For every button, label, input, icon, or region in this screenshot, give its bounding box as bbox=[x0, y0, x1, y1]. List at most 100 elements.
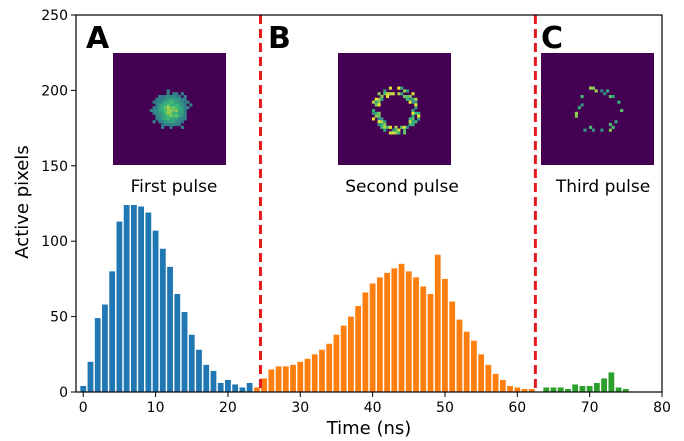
inset-image-second-pulse-pixel bbox=[388, 125, 392, 129]
inset-image-second-pulse bbox=[338, 53, 451, 165]
bar-series2-34 bbox=[499, 379, 506, 392]
y-tick-label-1: 50 bbox=[50, 310, 68, 326]
inset-image-first-pulse-pixel bbox=[166, 117, 170, 121]
inset-image-first-pulse-pixel bbox=[172, 117, 176, 121]
inset-image-first-pulse-pixel bbox=[177, 97, 182, 101]
inset-image-first-pulse-pixel bbox=[172, 97, 176, 101]
bar-series1-16 bbox=[196, 349, 202, 392]
inset-image-second-pulse-pixel bbox=[414, 106, 418, 110]
inset-image-first-pulse-pixel bbox=[169, 125, 173, 129]
inset-image-first-pulse-pixel bbox=[166, 106, 170, 110]
bar-series2-25 bbox=[434, 254, 441, 392]
inset-image-first-pulse-pixel bbox=[166, 97, 170, 101]
x-tick-label-1: 10 bbox=[147, 400, 165, 416]
inset-image-first-pulse-pixel bbox=[172, 114, 176, 118]
inset-image-second-pulse-pixel bbox=[377, 92, 381, 96]
inset-image-first-pulse-pixel bbox=[177, 106, 182, 110]
inset-image-first-pulse-pixel bbox=[161, 114, 165, 118]
bar-series2-20 bbox=[398, 263, 405, 392]
inset-image-first-pulse-pixel bbox=[169, 95, 173, 99]
inset-image-first-pulse-pixel bbox=[161, 95, 165, 99]
bar-series2-7 bbox=[304, 358, 311, 392]
inset-image-second-pulse-pixel bbox=[383, 92, 387, 96]
inset-image-first-pulse-pixel bbox=[175, 95, 179, 99]
bar-series2-5 bbox=[290, 364, 296, 392]
inset-image-first-pulse-pixel bbox=[177, 95, 182, 99]
bar-series2-18 bbox=[384, 272, 390, 392]
bar-series2-11 bbox=[333, 334, 340, 392]
panel-a-label: A bbox=[86, 21, 110, 56]
inset-image-third-pulse-pixel bbox=[580, 103, 584, 107]
inset-image-first-pulse-pixel bbox=[152, 109, 156, 113]
bar-series2-27 bbox=[449, 301, 456, 392]
bar-series2-3 bbox=[275, 366, 282, 392]
inset-image-third-pulse-pixel bbox=[589, 125, 593, 129]
inset-image-first-pulse-pixel bbox=[183, 100, 187, 104]
bar-series3-4 bbox=[572, 384, 579, 392]
x-tick-label-5: 50 bbox=[436, 400, 454, 416]
inset-image-first-pulse-pixel bbox=[161, 120, 165, 124]
inset-image-first-pulse-pixel bbox=[163, 106, 167, 110]
inset-image-first-pulse-pixel bbox=[155, 111, 159, 115]
bar-series1-10 bbox=[152, 230, 159, 392]
inset-image-first-pulse-pixel bbox=[163, 97, 167, 101]
inset-image-third-pulse-pixel bbox=[614, 120, 618, 124]
bar-series3-9 bbox=[608, 372, 615, 392]
inset-image-first-pulse-pixel bbox=[169, 120, 173, 124]
inset-image-second-pulse-pixel bbox=[383, 128, 387, 132]
bar-series1-2 bbox=[94, 318, 101, 392]
inset-image-second-pulse-pixel bbox=[380, 123, 384, 127]
inset-image-second-pulse-pixel bbox=[374, 97, 378, 101]
inset-image-first-pulse-pixel bbox=[169, 117, 173, 121]
inset-caption-third-pulse: Third pulse bbox=[555, 177, 650, 197]
inset-image-third-pulse-pixel bbox=[580, 95, 584, 99]
inset-image-second-pulse-pixel bbox=[388, 131, 392, 135]
inset-image-second-pulse-pixel bbox=[377, 114, 381, 118]
y-tick-label-2: 100 bbox=[41, 234, 68, 250]
inset-image-second-pulse-pixel bbox=[394, 131, 398, 135]
bar-series3-5 bbox=[579, 385, 586, 392]
inset-image-second-pulse-pixel bbox=[402, 95, 407, 99]
inset-image-first-pulse-pixel bbox=[183, 117, 187, 121]
bar-series2-21 bbox=[405, 271, 412, 392]
inset-image-first-pulse-pixel bbox=[177, 103, 182, 107]
inset-image-first-pulse-pixel bbox=[158, 103, 162, 107]
bar-series2-19 bbox=[391, 268, 398, 392]
bar-series2-10 bbox=[326, 343, 333, 392]
inset-image-second-pulse-pixel bbox=[383, 89, 387, 93]
inset-image-second-pulse-pixel bbox=[408, 117, 412, 121]
inset-image-first-pulse-pixel bbox=[166, 123, 170, 127]
svg-text:B: B bbox=[268, 21, 291, 56]
inset-image-second-pulse-pixel bbox=[383, 120, 387, 124]
inset-image-second-pulse-pixel bbox=[391, 128, 395, 132]
inset-image-second-pulse-pixel bbox=[386, 95, 390, 99]
inset-image-first-pulse-pixel bbox=[163, 103, 167, 107]
inset-image-second-pulse-pixel bbox=[380, 95, 384, 99]
bar-series3-2 bbox=[557, 387, 564, 392]
inset-image-second-pulse-pixel bbox=[374, 100, 378, 104]
inset-image-first-pulse-pixel bbox=[158, 117, 162, 121]
inset-image-second-pulse-pixel bbox=[377, 97, 381, 101]
inset-image-first-pulse-pixel bbox=[177, 109, 182, 113]
bar-series2-1 bbox=[261, 378, 267, 392]
inset-image-second-pulse-pixel bbox=[411, 109, 415, 113]
inset-image-first-pulse-pixel bbox=[180, 103, 184, 107]
inset-image-second-pulse-pixel bbox=[417, 117, 421, 121]
inset-image-first-pulse-pixel bbox=[163, 109, 167, 113]
bar-series3-10 bbox=[615, 387, 622, 392]
inset-image-second-pulse-pixel bbox=[371, 100, 376, 104]
inset-caption-first-pulse: First pulse bbox=[131, 177, 218, 197]
inset-image-second-pulse-pixel bbox=[400, 125, 404, 129]
inset-image-first-pulse-pixel bbox=[158, 109, 162, 113]
bar-series2-28 bbox=[456, 319, 463, 392]
inset-image-first-pulse-pixel bbox=[155, 103, 159, 107]
inset-image-first-pulse-pixel bbox=[180, 100, 184, 104]
bar-series3-1 bbox=[550, 387, 557, 392]
inset-image-first-pulse-pixel bbox=[175, 123, 179, 127]
svg-text:C: C bbox=[541, 21, 563, 56]
inset-image-first-pulse-pixel bbox=[161, 117, 165, 121]
inset-image-second-pulse-pixel bbox=[374, 103, 378, 107]
bar-series1-5 bbox=[116, 221, 123, 392]
inset-image-second-pulse-pixel bbox=[402, 128, 407, 132]
inset-image-third-pulse-pixel bbox=[611, 95, 615, 99]
